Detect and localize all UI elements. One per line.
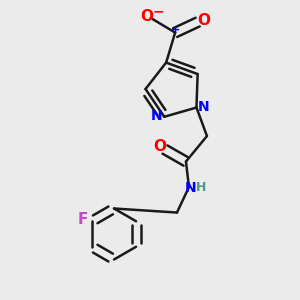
Text: O: O: [197, 13, 210, 28]
Text: −: −: [152, 4, 164, 18]
Text: O: O: [153, 139, 166, 154]
Text: N: N: [151, 109, 163, 123]
Text: +: +: [170, 25, 180, 35]
Text: O: O: [141, 9, 154, 24]
Text: N: N: [198, 100, 210, 114]
Text: H: H: [196, 182, 207, 194]
Text: F: F: [78, 212, 88, 227]
Text: N: N: [184, 181, 196, 195]
